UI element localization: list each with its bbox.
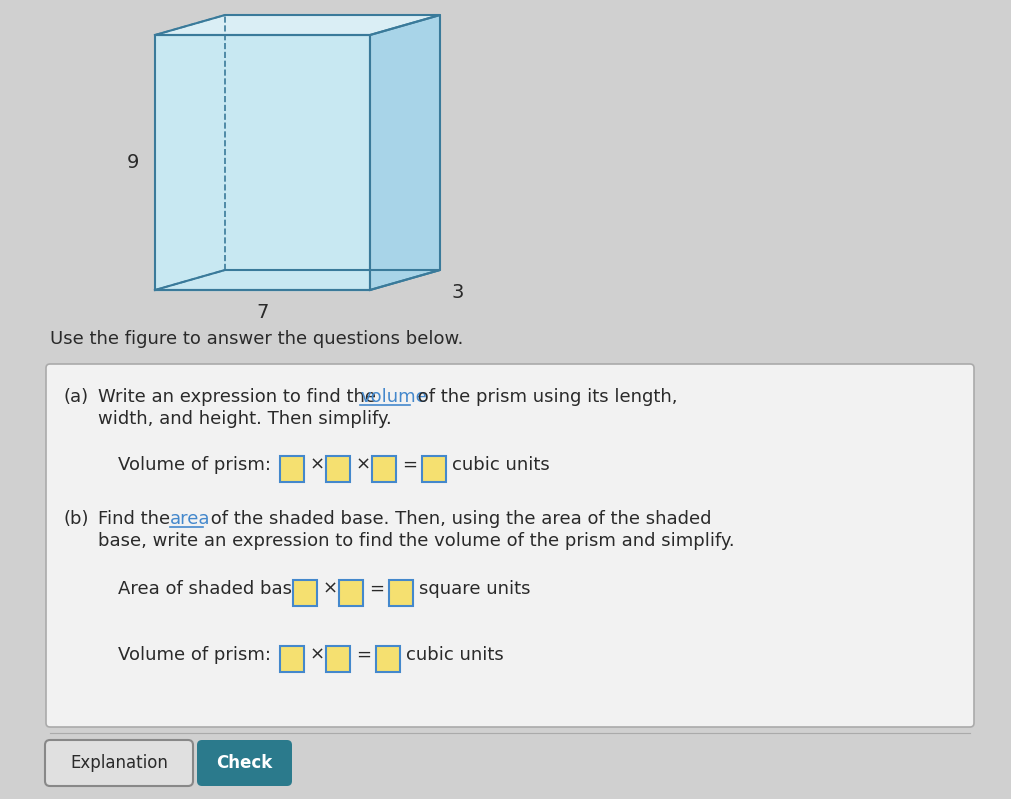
Text: ×: × — [356, 456, 371, 474]
Text: =: = — [356, 646, 371, 664]
Text: ×: × — [309, 646, 325, 664]
FancyBboxPatch shape — [372, 456, 395, 482]
Text: =: = — [369, 580, 383, 598]
FancyBboxPatch shape — [422, 456, 446, 482]
FancyBboxPatch shape — [293, 580, 316, 606]
Polygon shape — [370, 15, 440, 290]
Text: area: area — [170, 510, 210, 528]
Text: =: = — [401, 456, 417, 474]
Text: Explanation: Explanation — [70, 754, 168, 772]
Text: ×: × — [323, 580, 338, 598]
Text: (b): (b) — [64, 510, 89, 528]
Text: Find the: Find the — [98, 510, 176, 528]
FancyBboxPatch shape — [44, 740, 193, 786]
FancyBboxPatch shape — [45, 364, 973, 727]
FancyBboxPatch shape — [326, 646, 350, 672]
Text: base, write an expression to find the volume of the prism and simplify.: base, write an expression to find the vo… — [98, 532, 734, 550]
Text: Write an expression to find the: Write an expression to find the — [98, 388, 381, 406]
FancyBboxPatch shape — [280, 456, 303, 482]
Text: ×: × — [309, 456, 325, 474]
Text: width, and height. Then simplify.: width, and height. Then simplify. — [98, 410, 391, 428]
Text: square units: square units — [419, 580, 530, 598]
Text: Check: Check — [215, 754, 272, 772]
FancyBboxPatch shape — [376, 646, 399, 672]
Polygon shape — [155, 35, 370, 290]
Text: volume: volume — [360, 388, 427, 406]
Text: Volume of prism:: Volume of prism: — [118, 456, 271, 474]
Text: of the prism using its length,: of the prism using its length, — [411, 388, 676, 406]
Text: (a): (a) — [64, 388, 89, 406]
FancyBboxPatch shape — [388, 580, 412, 606]
Polygon shape — [155, 270, 440, 290]
Text: cubic units: cubic units — [452, 456, 549, 474]
Text: of the shaded base. Then, using the area of the shaded: of the shaded base. Then, using the area… — [205, 510, 711, 528]
FancyBboxPatch shape — [326, 456, 350, 482]
Polygon shape — [155, 15, 440, 35]
FancyBboxPatch shape — [197, 740, 292, 786]
Text: 9: 9 — [126, 153, 140, 172]
Text: cubic units: cubic units — [405, 646, 503, 664]
Text: Volume of prism:: Volume of prism: — [118, 646, 271, 664]
FancyBboxPatch shape — [280, 646, 303, 672]
Text: 3: 3 — [451, 283, 464, 301]
Text: Use the figure to answer the questions below.: Use the figure to answer the questions b… — [50, 330, 463, 348]
Text: 7: 7 — [256, 303, 269, 321]
FancyBboxPatch shape — [339, 580, 363, 606]
Text: Area of shaded base:: Area of shaded base: — [118, 580, 309, 598]
